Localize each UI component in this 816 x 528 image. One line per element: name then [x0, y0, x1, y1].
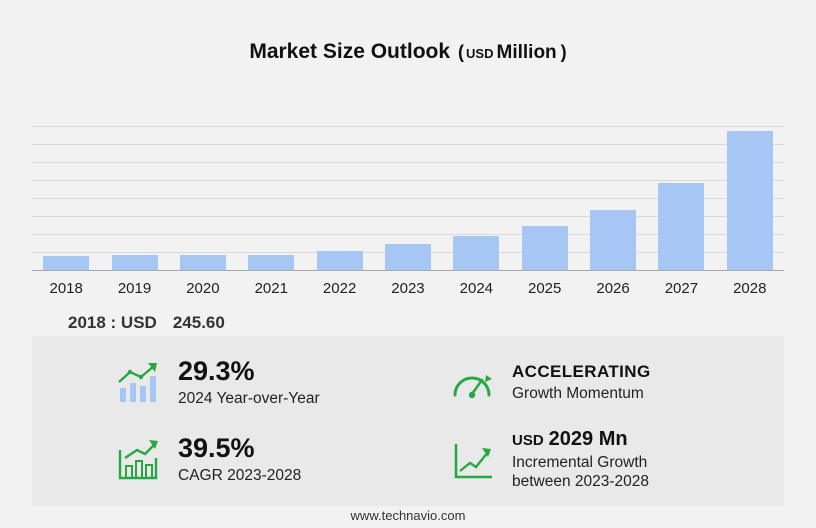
- x-axis-label-2025: 2025: [528, 280, 562, 297]
- bar-2018: [43, 256, 90, 270]
- bar-column: [305, 251, 373, 270]
- incremental-usd-prefix: USD: [512, 431, 544, 449]
- stat-yoy-growth: 29.3% 2024 Year-over-Year: [32, 344, 408, 421]
- incremental-amount: 2029 Mn: [548, 427, 628, 450]
- bar-column: [647, 183, 715, 270]
- bar-column: [169, 255, 237, 270]
- bar-2019: [111, 255, 158, 270]
- x-axis-label-2027: 2027: [664, 280, 699, 297]
- chart-labels: 2018 2019 2020 2021 2022 2023 2024 2025 2026 2027…: [32, 280, 784, 297]
- footer-url: www.technavio.com: [350, 508, 466, 523]
- incremental-growth-icon: [448, 438, 496, 482]
- x-axis-label-2020: 2020: [186, 280, 220, 297]
- page-title: Market Size Outlook (USD Million): [0, 40, 816, 64]
- yoy-value: 29.3%: [178, 356, 255, 387]
- stat-growth-momentum: ACCELERATING Growth Momentum: [408, 344, 784, 421]
- bar-2021: [248, 255, 295, 270]
- yoy-label: 2024 Year-over-Year: [178, 390, 320, 408]
- title-paren-close: ): [560, 42, 567, 62]
- bar-2020: [179, 255, 226, 270]
- title-unit: Million: [496, 42, 557, 63]
- x-axis-label-2024: 2024: [459, 280, 494, 297]
- bar-2026: [590, 210, 637, 270]
- x-axis-label-2023: 2023: [391, 280, 425, 297]
- bar-2024: [453, 236, 500, 270]
- cagr-label: CAGR 2023-2028: [178, 467, 302, 485]
- bar-column: [32, 256, 100, 270]
- bar-column: [511, 226, 579, 270]
- base-year-value: 2018 : USD 245.60: [68, 313, 225, 333]
- bar-column: [100, 255, 168, 270]
- bar-column: [237, 255, 305, 270]
- bar-2023: [384, 244, 431, 270]
- stats-panel: 29.3% 2024 Year-over-Year ACCELERATING G…: [32, 336, 784, 506]
- chart-plot: [32, 126, 784, 271]
- speedometer-icon: [448, 365, 496, 401]
- market-size-bar-chart: 2018 2019 2020 2021 2022 2023 2024 2025 2026 2027…: [32, 126, 784, 297]
- bar-2028: [726, 131, 773, 270]
- bar-column: [374, 244, 442, 270]
- x-axis-label-2022: 2022: [322, 280, 357, 297]
- incremental-label-line2: between 2023-2028: [512, 473, 650, 490]
- bar-column: [716, 131, 784, 270]
- bar-2025: [521, 226, 568, 270]
- title-currency: USD: [466, 46, 494, 61]
- x-axis-label-2018: 2018: [49, 280, 83, 297]
- momentum-value: ACCELERATING: [512, 362, 651, 382]
- base-year-label: 2018 : USD: [68, 313, 157, 332]
- incremental-value: USD 2029 Mn: [512, 428, 649, 451]
- stat-incremental-growth: USD 2029 Mn Incremental Growth between 20…: [408, 421, 784, 498]
- cagr-chart-icon: [114, 438, 162, 482]
- bar-2022: [316, 251, 363, 270]
- bar-2027: [658, 183, 705, 270]
- title-paren-open: (: [458, 42, 465, 62]
- title-main: Market Size Outlook: [249, 40, 451, 63]
- bar-column: [579, 210, 647, 270]
- cagr-value: 39.5%: [178, 433, 255, 464]
- stat-cagr: 39.5% CAGR 2023-2028: [32, 421, 408, 498]
- x-axis-label-2028: 2028: [733, 280, 767, 297]
- momentum-label: Growth Momentum: [512, 384, 644, 402]
- x-axis-label-2026: 2026: [596, 280, 630, 297]
- base-year-amount: 245.60: [172, 313, 225, 332]
- x-axis-label-2019: 2019: [117, 280, 152, 297]
- bar-chart-growth-icon: [114, 361, 162, 405]
- incremental-label-line1: Incremental Growth: [512, 453, 648, 471]
- bar-column: [442, 236, 510, 270]
- x-axis-label-2021: 2021: [254, 280, 288, 297]
